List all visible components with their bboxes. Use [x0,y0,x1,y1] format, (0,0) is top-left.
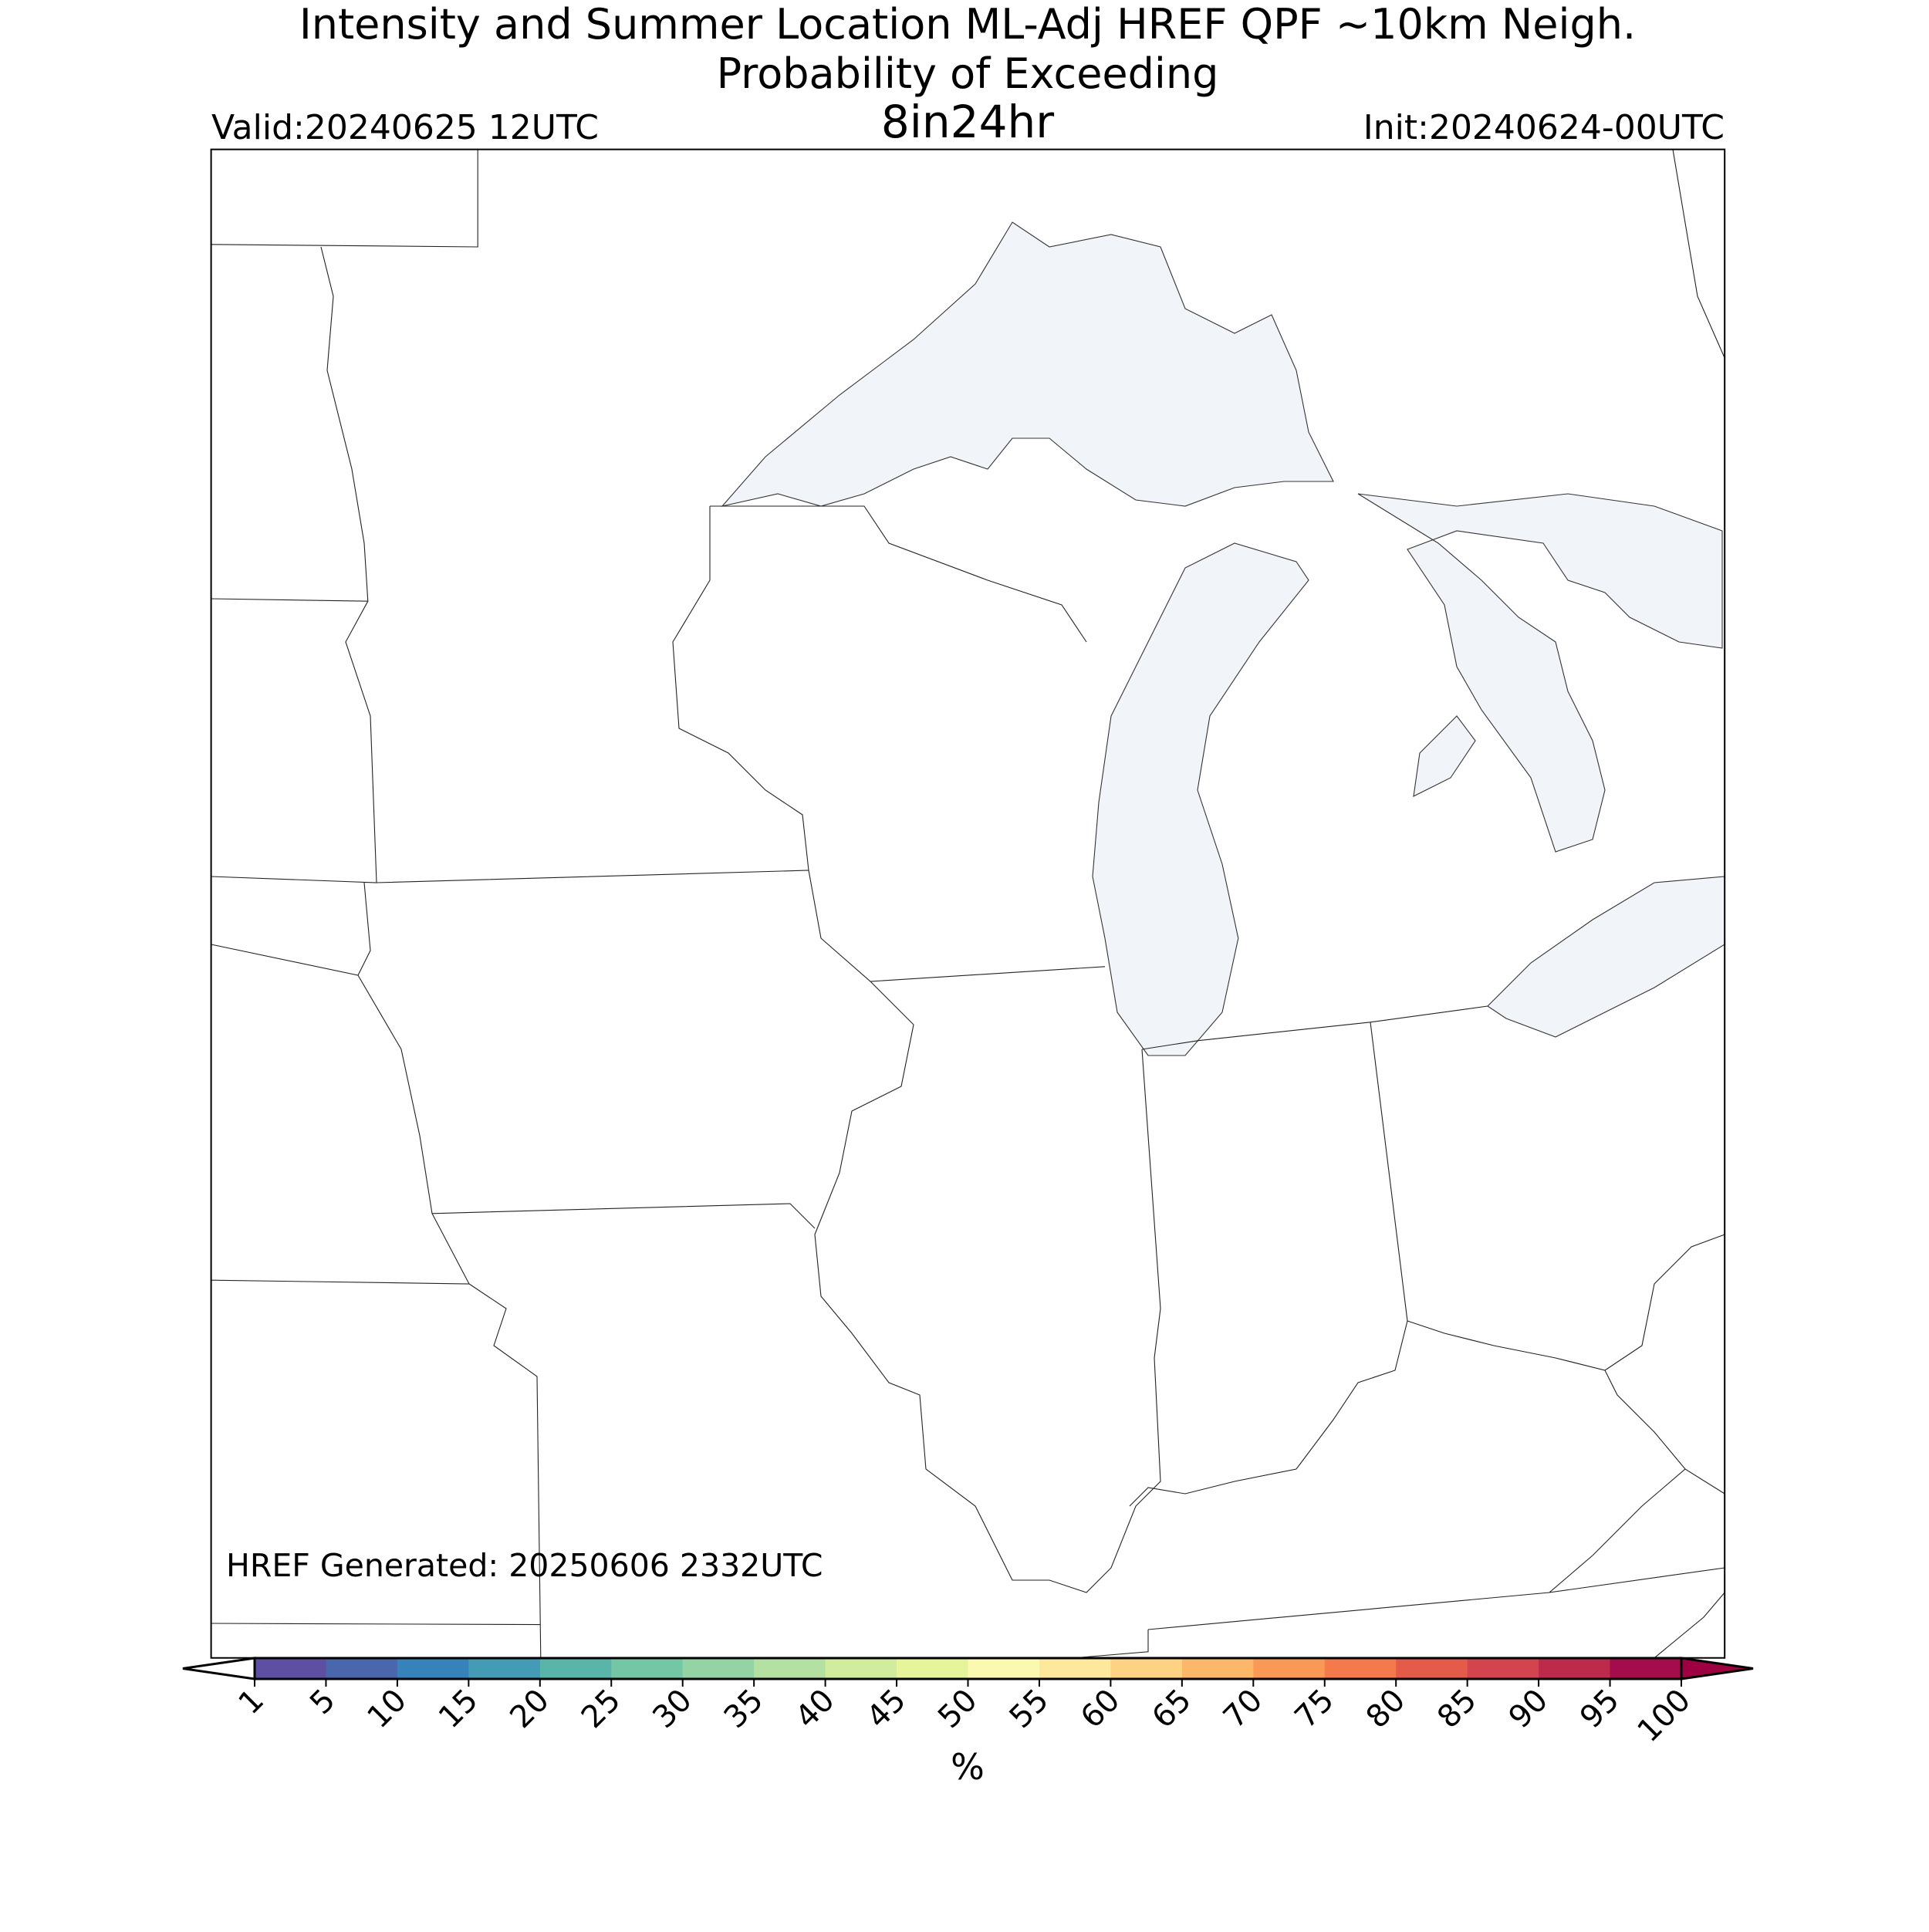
colorbar-tick-label: 20 [503,1683,556,1736]
colorbar-segment [1110,1658,1183,1679]
colorbar-tick-label: 60 [1074,1683,1127,1736]
colorbar-segment [255,1658,326,1679]
colorbar-segment [1467,1658,1539,1679]
colorbar-segment [611,1658,684,1679]
colorbar-tick-label: 25 [575,1683,628,1736]
colorbar-tick-label: 40 [789,1683,842,1736]
colorbar-under [182,1657,256,1680]
colorbar-segment [539,1658,612,1679]
colorbar-segment [1396,1658,1468,1679]
valid-time: Valid:20240625 12UTC [211,108,599,147]
title-line1: Intensity and Summer Location ML-Adj HRE… [299,0,1636,49]
colorbar-segment [1324,1658,1397,1679]
colorbar-segment [326,1658,398,1679]
colorbar-tick-label: 95 [1573,1683,1627,1736]
title-line2: Probability of Exceeding [717,49,1219,98]
colorbar-segment [897,1658,968,1679]
lake-michigan [1093,543,1309,1056]
lake-huron [1358,494,1722,852]
state-borders [211,150,1725,1658]
footnote: HREF Generated: 20250606 2332UTC [226,1547,823,1584]
colorbar-over [1680,1657,1754,1680]
colorbar-tick-label: 5 [303,1683,343,1722]
colorbar-segment [968,1658,1040,1679]
colorbar-tick-label: 75 [1288,1683,1341,1736]
colorbar-label: % [951,1746,985,1788]
colorbar-tick-label: 1 [232,1683,272,1722]
colorbar-tick-label: 15 [432,1683,485,1736]
colorbar-tick-label: 100 [1631,1683,1698,1750]
colorbar-tick-label: 70 [1217,1683,1270,1736]
colorbar-tick-label: 35 [718,1683,771,1736]
colorbar-tick-label: 80 [1360,1683,1413,1736]
colorbar-tick-label: 85 [1431,1683,1484,1736]
colorbar-tick-label: 50 [931,1683,985,1736]
colorbar-tick-label: 55 [1002,1683,1056,1736]
colorbar-segment [1181,1658,1254,1679]
colorbar-segment [825,1658,897,1679]
lake-erie [1488,876,1725,1037]
init-time: Init:20240624-00UTC [1363,108,1725,147]
colorbar-segment [397,1658,469,1679]
threshold: 8in24hr [881,96,1054,148]
lake-superior [722,222,1333,506]
colorbar-segment [1039,1658,1111,1679]
colorbar-tick-label: 45 [860,1683,914,1736]
colorbar-tick-label: 30 [646,1683,699,1736]
colorbar-tick-label: 90 [1502,1683,1556,1736]
colorbar-segment [1539,1658,1611,1679]
colorbar-segment [468,1658,541,1679]
colorbar-segment [754,1658,826,1679]
colorbar-segment [1610,1658,1682,1679]
map [211,150,1725,1658]
colorbar-segment [1253,1658,1326,1679]
colorbar: 1 5 10 15 20 25 30 35 40 45 50 55 60 65 70 75 80 85 90 95 10… [182,1657,1754,1750]
colorbar-segment [682,1658,755,1679]
colorbar-tick-label: 65 [1145,1683,1198,1736]
colorbar-tick-label: 10 [360,1683,414,1736]
